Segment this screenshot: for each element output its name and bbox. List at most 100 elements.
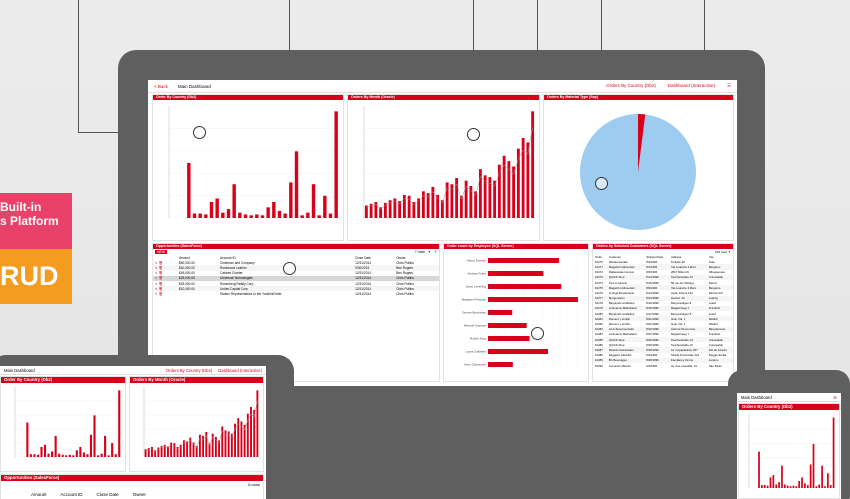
menu-icon[interactable]: ☰: [726, 83, 731, 88]
delete-icon[interactable]: 🗑: [158, 286, 163, 291]
table-row[interactable]: 10288 Reggiani Caseifici 9/3/1996 Strada Pr…: [593, 353, 733, 358]
table-row[interactable]: 10277 Morgenstern 8/13/1996 Heerstr. 22 Leip…: [593, 295, 733, 301]
table-cell: Rio de Janeiro: [706, 347, 733, 353]
column-header[interactable]: Owner: [132, 492, 147, 497]
bar: [104, 435, 107, 457]
table-row[interactable]: ✎ 🗑 $49,000.00 Cabinet Charter 12/31/2014 Be…: [153, 271, 439, 276]
bar: [804, 483, 806, 488]
filter-icon[interactable]: ▼: [427, 250, 432, 254]
edit-icon[interactable]: ✎: [155, 265, 159, 270]
delete-icon[interactable]: 🗑: [158, 260, 163, 265]
bar: [417, 198, 421, 218]
table-row[interactable]: ✎ 🗑 $25,000.00 Universal Technologies 12/31…: [153, 275, 439, 281]
table-cell: Taucherstraße 10: [669, 274, 707, 280]
bar: [488, 349, 548, 354]
delete-icon[interactable]: 🗑: [158, 281, 163, 286]
bar: [398, 201, 402, 218]
tablet-link-dashboard[interactable]: Dashboard (Interactive): [218, 367, 262, 373]
table-row[interactable]: 10276 Tortuga Restaurante 8/14/1996 Avda. A…: [593, 290, 733, 295]
export-icon[interactable]: ⇪: [434, 250, 437, 254]
table-row[interactable]: 10279 Lehmanns Marktstand 8/16/1996 Magazin…: [593, 305, 733, 312]
bar: [240, 421, 243, 457]
table-row[interactable]: ✎ 🗑 $25,000.00 Rosenberg Realty Corp 12/31/…: [153, 281, 439, 286]
bar: [421, 191, 425, 218]
delete-icon[interactable]: 🗑: [158, 271, 163, 276]
table-row[interactable]: 10287 Ricardo Adocicados 8/28/1996 Av. Copa…: [593, 347, 733, 353]
edit-icon[interactable]: ✎: [155, 276, 159, 281]
edit-icon[interactable]: ✎: [155, 281, 159, 286]
table-row[interactable]: 10283 LILA-Supermercado 8/23/1996 Carrera 5…: [593, 326, 733, 332]
column-header[interactable]: Amount: [31, 492, 47, 497]
table-row[interactable]: 10280 Berglunds snabbköp 9/12/1996 Berguvsv…: [593, 311, 733, 316]
table-row[interactable]: 10286 QUICK-Stop 8/30/1996 Taucherstraße 10…: [593, 342, 733, 347]
table-row[interactable]: 10285 QUICK-Stop 8/26/1996 Taucherstraße 10…: [593, 337, 733, 343]
tablet-link-country[interactable]: Orders By Country (Db2): [165, 367, 213, 373]
table-row[interactable]: ✎ 🗑 Station Representative to the Youthfu…: [153, 291, 439, 296]
delete-icon[interactable]: 🗑: [158, 276, 163, 281]
phone-menu-icon[interactable]: ☰: [833, 394, 837, 400]
bar: [531, 111, 535, 218]
table-row[interactable]: 10284 Lehmanns Marktstand 8/27/1996 Magazin…: [593, 332, 733, 337]
table-row[interactable]: 10271 Magazzini Alimentari 8/1/1996 Via Lud…: [593, 264, 733, 270]
edit-icon[interactable]: ✎: [155, 291, 159, 296]
table-row[interactable]: 10273 QUICK-Stop 8/12/1996 Taucherstraße 10…: [593, 274, 733, 280]
edit-icon[interactable]: ✎: [155, 271, 159, 276]
table-cell: Frankfurt: [708, 332, 721, 337]
table-row[interactable]: 10289 B's Beverages 8/28/1996 Fauntleroy Ci…: [593, 357, 733, 363]
column-header[interactable]: City: [708, 254, 714, 259]
filter-icon[interactable]: ▼: [728, 249, 731, 254]
bar: [86, 454, 89, 457]
bar: [167, 446, 169, 457]
table-cell: Comércio Mineiro: [608, 363, 631, 368]
promo-badge: RUD: [0, 249, 72, 304]
table-row[interactable]: 10281 Romero y tomillo 8/21/1996 Gran Vía, …: [593, 316, 733, 322]
panel-title: Order count by Employee (SQL Server): [444, 244, 588, 249]
table-row[interactable]: 10278 Berglunds snabbköp 8/16/1996 Berguvsv…: [593, 301, 733, 306]
edit-icon[interactable]: ✎: [155, 286, 159, 291]
bar: [154, 450, 157, 457]
table-row[interactable]: 10290 Comércio Mineiro 9/3/1996 Av. dos Lus…: [593, 363, 733, 368]
table-cell: Cunewalde: [706, 274, 733, 280]
delete-icon[interactable]: 🗑: [158, 265, 163, 270]
column-header[interactable]: Close Date: [96, 492, 119, 497]
column-header[interactable]: Account ID: [220, 255, 236, 260]
table-row[interactable]: ✎ 🗑 $10,000.00 United Capital Corp 12/31/20…: [153, 286, 439, 292]
table-cell: 2817 Milton Dr.: [671, 270, 690, 275]
edit-icon[interactable]: ✎: [155, 260, 159, 265]
new-button[interactable]: NEW: [155, 250, 167, 254]
bar: [33, 454, 36, 457]
table-row[interactable]: 10270 Wartian Herkku 8/2/1996 Torikatu 38 Ou…: [593, 259, 733, 264]
phone-title: Main Dashboard: [741, 394, 772, 400]
column-header[interactable]: Shipped Date: [646, 254, 664, 259]
back-link[interactable]: < Back: [154, 83, 168, 89]
column-header[interactable]: Customer: [608, 254, 622, 259]
dashboard-title: Main Dashboard: [177, 83, 211, 89]
bar: [192, 213, 197, 218]
column-header[interactable]: Close Date: [355, 255, 371, 260]
column-header[interactable]: Order: [595, 254, 603, 259]
bar: [474, 191, 478, 218]
bar: [79, 447, 82, 457]
table-row[interactable]: 10272 Rattlesnake Canyon 8/6/1996 2817 Milt…: [593, 270, 733, 275]
phone-panel-country: Orders By Country (Db2): [738, 403, 840, 499]
table-row[interactable]: 10274 Vins et alcools 8/16/1996 59 rue de l…: [593, 280, 733, 285]
table-row[interactable]: 10275 Magazzini Alimentari 8/9/1996 Via Lud…: [593, 285, 733, 291]
table-row[interactable]: 10282 Romero y tomillo 8/21/1996 Gran Vía, …: [593, 321, 733, 326]
bar: [388, 200, 392, 218]
column-header[interactable]: Account ID: [60, 492, 83, 497]
column-header[interactable]: Address: [671, 254, 682, 259]
bar: [778, 482, 780, 488]
panel-title: Orders by Selected Customers (SQL Server…: [593, 244, 733, 249]
bar: [215, 198, 219, 218]
header-link-country[interactable]: Orders By Country (Db2): [606, 83, 656, 88]
column-header[interactable]: Owner: [396, 255, 406, 260]
bar: [272, 202, 276, 218]
bar: [809, 464, 812, 488]
orders-month-chart: [363, 105, 535, 219]
bar: [311, 184, 316, 218]
delete-icon[interactable]: 🗑: [158, 291, 163, 296]
employee-chart: Nancy Davolio Andrew Fuller Janet Leverlin…: [462, 255, 579, 372]
header-link-dashboard[interactable]: Dashboard (Interactive): [667, 83, 715, 88]
column-header[interactable]: Amount: [178, 255, 190, 260]
table-row[interactable]: ✎ 🗑 $50,000.00 Chairman and Company 12/31/2…: [153, 260, 439, 265]
